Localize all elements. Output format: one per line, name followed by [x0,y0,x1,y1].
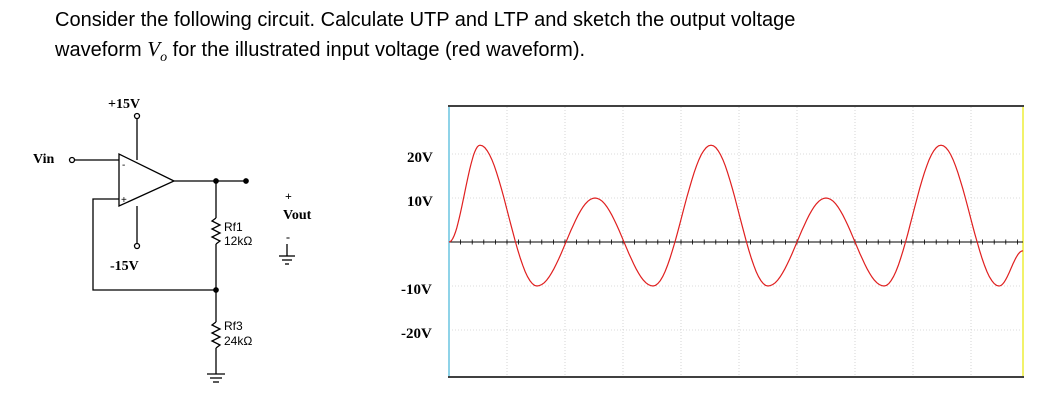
rf1-name-label: Rf1 [224,220,243,234]
vout-plus-label: + [285,189,292,203]
vout-minus-label: - [286,230,290,244]
vin-terminal [68,156,76,164]
vout-node [243,178,249,184]
vo-symbol: Vo [147,37,167,65]
input-waveform [448,144,1024,287]
circuit-diagram [68,112,295,383]
ytick-10v: 10V [407,194,433,210]
vin-label: Vin [33,152,54,167]
opamp-minus-label: - [122,160,125,171]
question-line-1: Consider the following circuit. Calculat… [55,9,796,31]
rf1-resistor [210,217,222,245]
supply-pos-label: +15V [108,97,140,112]
feedback-wire [92,198,216,291]
ytick-minus-10v: -10V [401,282,432,298]
ground-symbol-rf3 [207,373,225,383]
rf1-value-label: 12kΩ [224,234,252,248]
supply-pos-terminal [133,112,141,120]
waveform-chart: 20V 10V -10V -20V [401,105,1024,378]
vout-label: Vout [283,208,312,223]
question-line-2-start: waveform [55,39,148,61]
vo-subscript: o [160,50,168,66]
opamp-symbol [118,152,176,208]
question-line-2-end: for the illustrated input voltage (red w… [167,39,586,61]
question-line-2: waveform Vo for the illustrated input vo… [55,35,1035,72]
zero-axis [449,239,1023,245]
supply-neg-label: -15V [110,259,139,274]
question-text: Consider the following circuit. Calculat… [55,6,1035,72]
rf3-name-label: Rf3 [224,319,243,333]
vo-main: V [147,37,161,61]
rf3-resistor [210,321,222,349]
supply-neg-terminal [133,242,141,250]
rf3-value-label: 24kΩ [224,334,252,348]
ytick-minus-20v: -20V [401,326,432,342]
ytick-20v: 20V [407,150,433,166]
ground-symbol-vout [279,244,295,265]
opamp-plus-label: + [121,195,127,206]
